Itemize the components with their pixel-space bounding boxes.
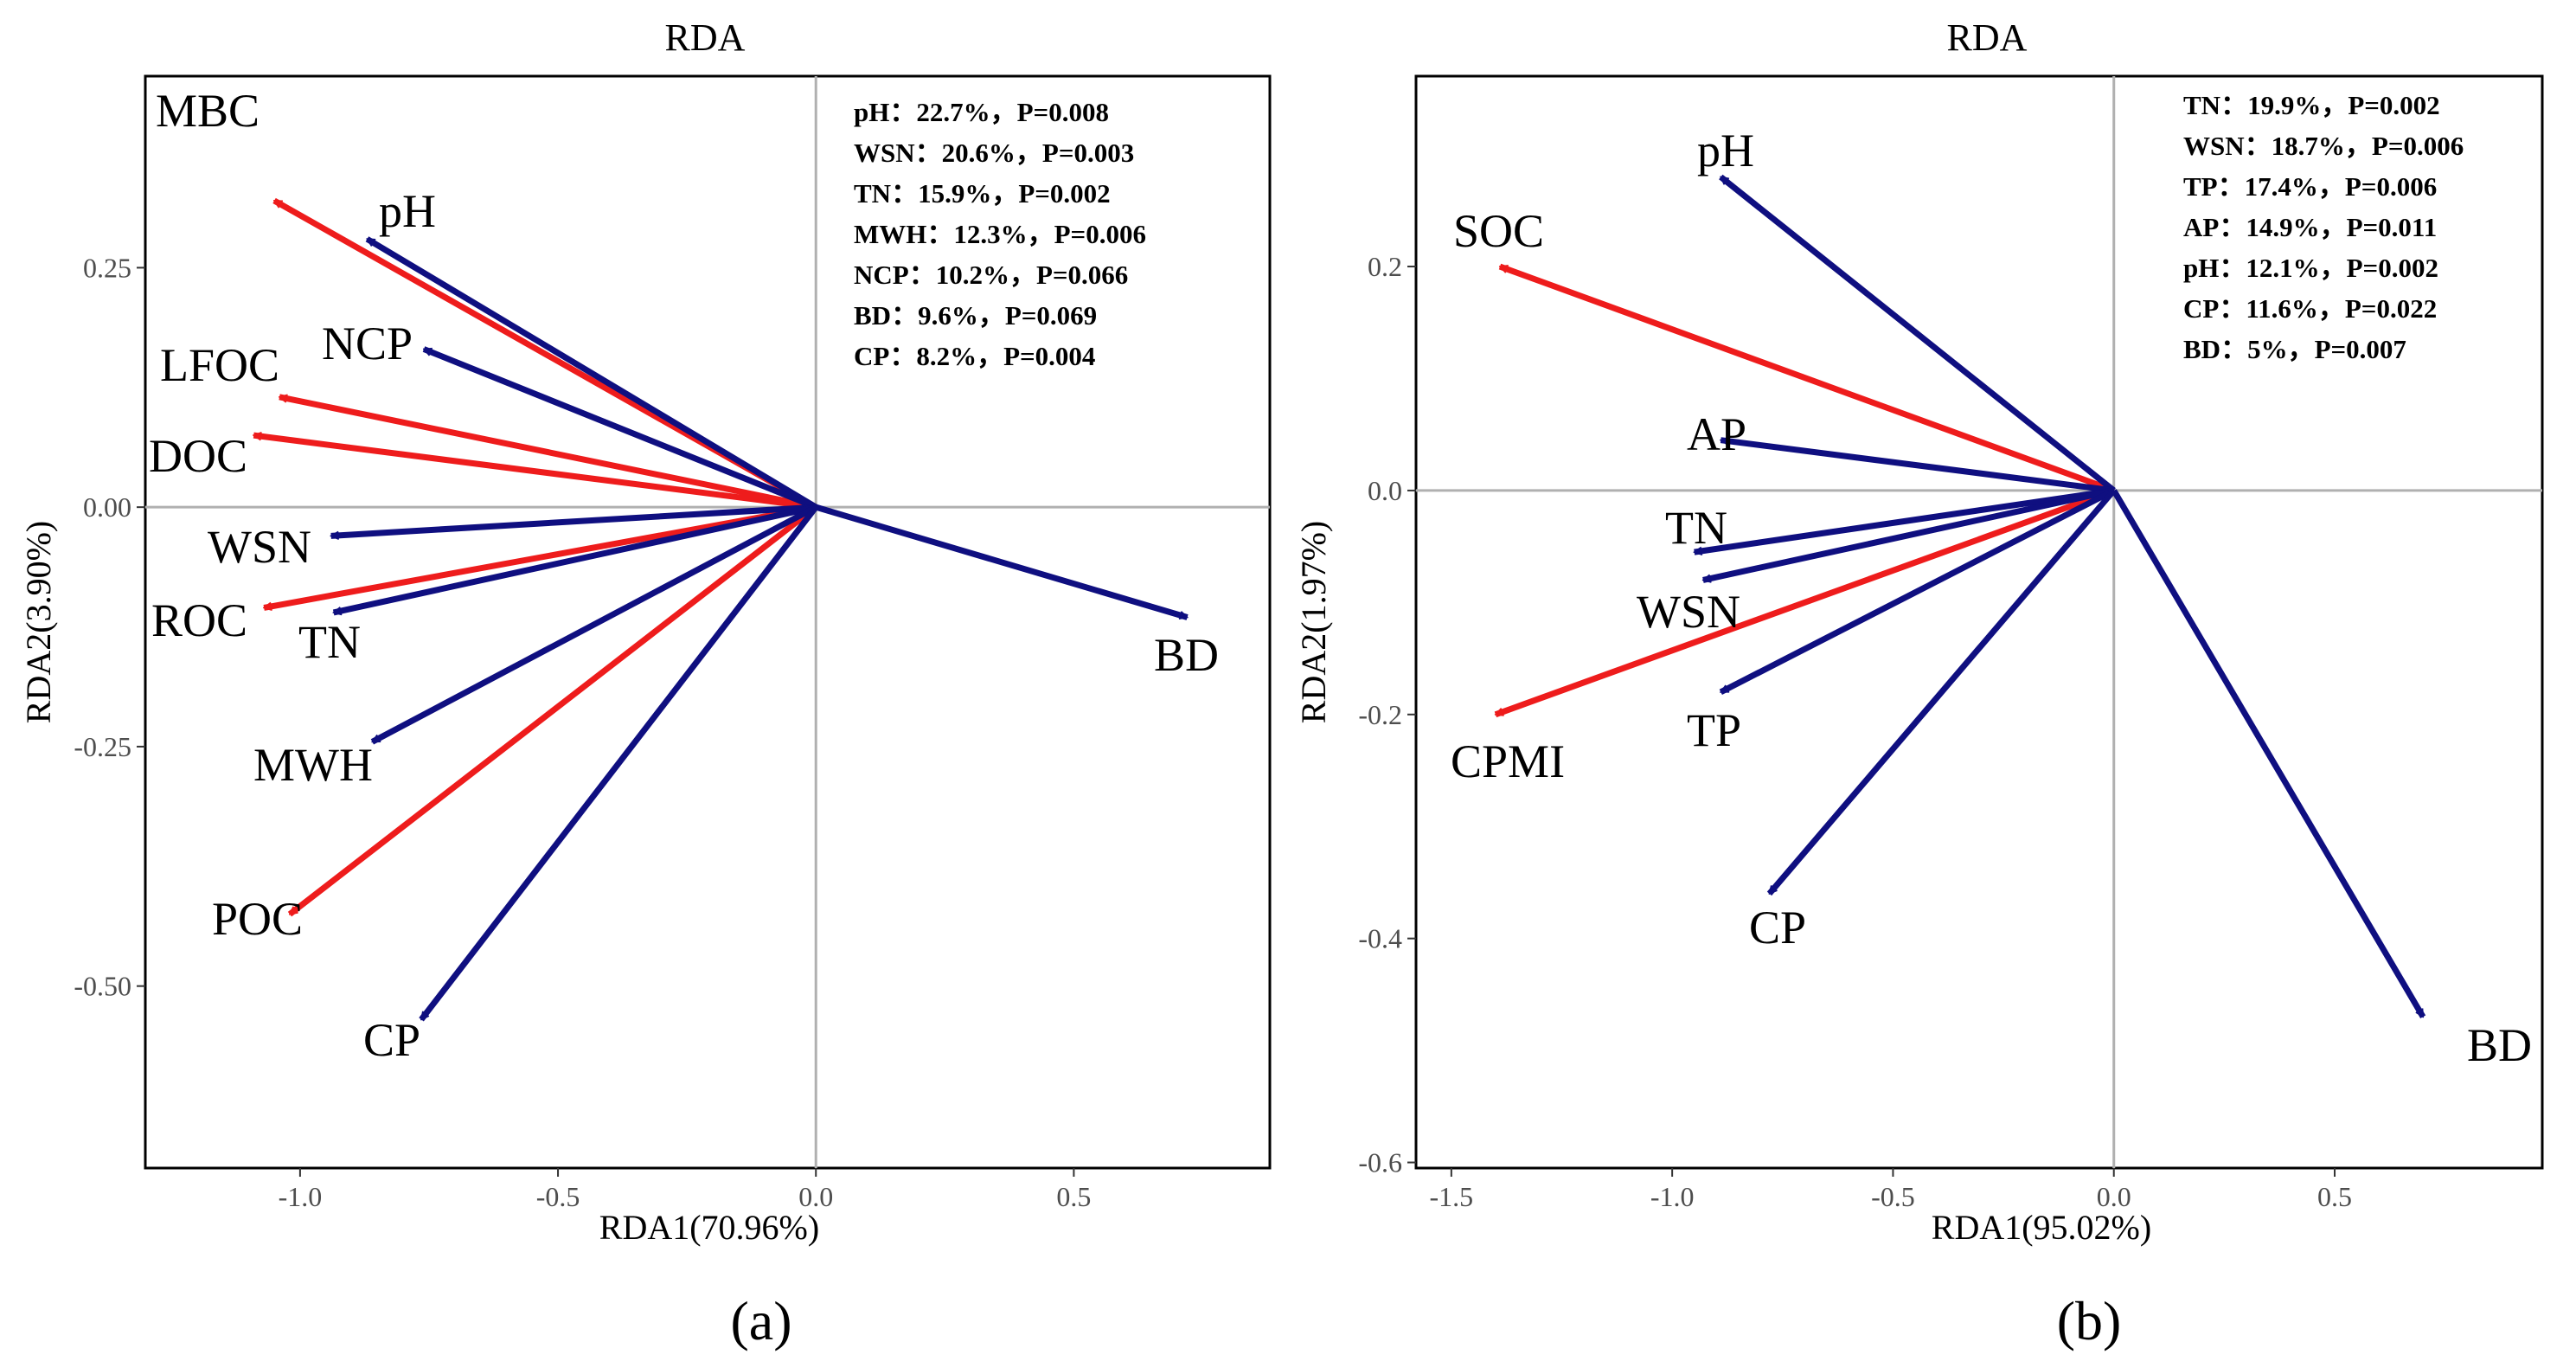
vector-arrow-tp [1721, 487, 2116, 696]
panel-b-caption: (b) [2057, 1290, 2122, 1351]
panel-a: RDA -1.0 -0.5 0.0 0.5 0.25 0.00 -0.25 -0.50 MBC… [19, 16, 1272, 1351]
vector-label-poc: POC [212, 893, 303, 945]
y-tick-label: -0.4 [1358, 923, 1402, 954]
vector-label-tp: TP [1687, 704, 1741, 756]
vector-label-bd: BD [2467, 1019, 2532, 1071]
x-tick-label: -1.0 [1650, 1181, 1695, 1212]
panel-a-ticks: -1.0 -0.5 0.0 0.5 0.25 0.00 -0.25 -0.50 [74, 252, 1091, 1212]
stat-line: NCP：10.2%，P=0.066 [854, 260, 1128, 290]
panel-b-x-axis-label: RDA1(95.02%) [1932, 1208, 2151, 1247]
stat-line: pH：22.7%，P=0.008 [854, 97, 1109, 127]
stat-line: BD：5%，P=0.007 [2183, 334, 2406, 364]
vector-arrow-tn [334, 504, 817, 616]
vector-label-doc: DOC [149, 430, 247, 482]
vector-label-bd: BD [1154, 629, 1219, 681]
y-tick-label: 0.0 [1368, 475, 1402, 506]
vector-label-cpmi: CPMI [1451, 735, 1565, 787]
panel-b-ticks: -1.5 -1.0 -0.5 0.0 0.5 0.2 0.0 -0.2 -0.4 -0.6 [1358, 251, 2352, 1212]
stat-line: pH：12.1%，P=0.002 [2183, 253, 2438, 283]
vector-arrow-doc [253, 435, 817, 510]
stat-line: MWH：12.3%，P=0.006 [854, 219, 1146, 249]
vector-label-ph: pH [379, 185, 436, 237]
vector-label-wsn: WSN [1637, 586, 1740, 638]
stat-line: CP：8.2%，P=0.004 [854, 341, 1095, 371]
stat-line: WSN：18.7%，P=0.006 [2183, 131, 2464, 161]
vector-label-ph: pH [1697, 125, 1754, 177]
x-tick-label: -1.0 [279, 1181, 323, 1212]
vector-arrow-wsn [1703, 487, 2115, 583]
x-tick-label: 0.5 [1056, 1181, 1091, 1212]
x-tick-label: 0.0 [2097, 1181, 2131, 1212]
panel-b: RDA -1.5 -1.0 -0.5 0.0 0.5 0.2 0.0 -0.2 -0.4 -0.6… [1294, 16, 2544, 1351]
vector-arrow-mwh [372, 504, 817, 745]
panel-b-reference-lines [1416, 76, 2542, 1168]
stat-line: BD：9.6%，P=0.069 [854, 300, 1097, 331]
vector-arrow-ap [1721, 440, 2115, 494]
panel-b-vectors: SOC CPMI pH AP TN WSN TP CP BD [1451, 125, 2532, 1071]
x-tick-label: -0.5 [1871, 1181, 1915, 1212]
vector-label-tn: TN [1665, 502, 1727, 554]
panel-a-frame [144, 74, 1272, 1170]
x-tick-label: 0.0 [798, 1181, 833, 1212]
stat-line: AP：14.9%，P=0.011 [2183, 212, 2437, 242]
vector-arrow-tn [1695, 487, 2115, 552]
vector-label-wsn: WSN [208, 521, 311, 573]
x-tick-label: -0.5 [536, 1181, 580, 1212]
vector-label-mbc: MBC [156, 85, 260, 137]
vector-arrow-cpmi [1496, 487, 2115, 718]
vector-label-soc: SOC [1453, 205, 1544, 257]
y-tick-label: -0.50 [74, 971, 131, 1002]
vector-arrow-ph [365, 236, 818, 510]
y-tick-label: -0.2 [1358, 699, 1402, 730]
vector-arrow-cp [419, 505, 819, 1022]
stat-line: TP：17.4%，P=0.006 [2183, 171, 2437, 202]
vector-label-cp: CP [1749, 902, 1806, 953]
y-tick-label: 0.25 [83, 252, 131, 283]
y-tick-label: 0.00 [83, 491, 131, 523]
vector-arrow-roc [264, 504, 817, 607]
panel-b-title: RDA [1947, 16, 2028, 59]
stat-line: TN：19.9%，P=0.002 [2183, 90, 2440, 120]
stat-line: WSN：20.6%，P=0.003 [854, 138, 1134, 168]
panel-b-y-axis-label: RDA2(1.97%) [1294, 521, 1333, 723]
panel-a-caption: (a) [730, 1290, 791, 1351]
y-tick-label: 0.2 [1368, 251, 1402, 282]
vector-label-cp: CP [363, 1014, 420, 1066]
y-tick-label: -0.25 [74, 731, 131, 762]
panel-a-reference-lines [145, 76, 1270, 1168]
x-tick-label: 0.5 [2317, 1181, 2352, 1212]
vector-arrow-cp [1766, 488, 2117, 896]
panel-b-frame [1414, 74, 2544, 1170]
vector-label-mwh: MWH [253, 739, 373, 791]
vector-arrow-wsn [331, 504, 817, 536]
vector-label-lfoc: LFOC [160, 339, 279, 391]
vector-arrow-bd [2111, 489, 2426, 1019]
vector-arrow-ph [1719, 174, 2116, 493]
vector-label-ap: AP [1687, 408, 1746, 460]
vector-arrow-lfoc [279, 394, 817, 510]
vector-arrow-bd [815, 504, 1187, 620]
panel-a-x-axis-label: RDA1(70.96%) [599, 1208, 819, 1247]
vector-label-roc: ROC [151, 594, 247, 646]
y-tick-label: -0.6 [1358, 1147, 1402, 1178]
panel-a-title: RDA [665, 16, 746, 59]
panel-a-y-axis-label: RDA2(3.90%) [19, 521, 58, 723]
vector-arrow-poc [287, 504, 818, 917]
panel-b-stats: TN：19.9%，P=0.002 WSN：18.7%，P=0.006 TP：17.4… [2183, 90, 2464, 364]
panel-a-vectors: MBC LFOC DOC ROC POC pH NCP WSN TN MWH CP BD [149, 85, 1219, 1066]
vector-arrow-soc [1500, 263, 2115, 494]
x-tick-label: -1.5 [1430, 1181, 1474, 1212]
panel-a-stats: pH：22.7%，P=0.008 WSN：20.6%，P=0.003 TN：15.9… [854, 97, 1146, 371]
stat-line: TN：15.9%，P=0.002 [854, 178, 1111, 209]
vector-arrow-ncp [424, 346, 817, 510]
stat-line: CP：11.6%，P=0.022 [2183, 293, 2437, 324]
vector-label-tn: TN [298, 616, 361, 668]
vector-label-ncp: NCP [322, 318, 413, 369]
